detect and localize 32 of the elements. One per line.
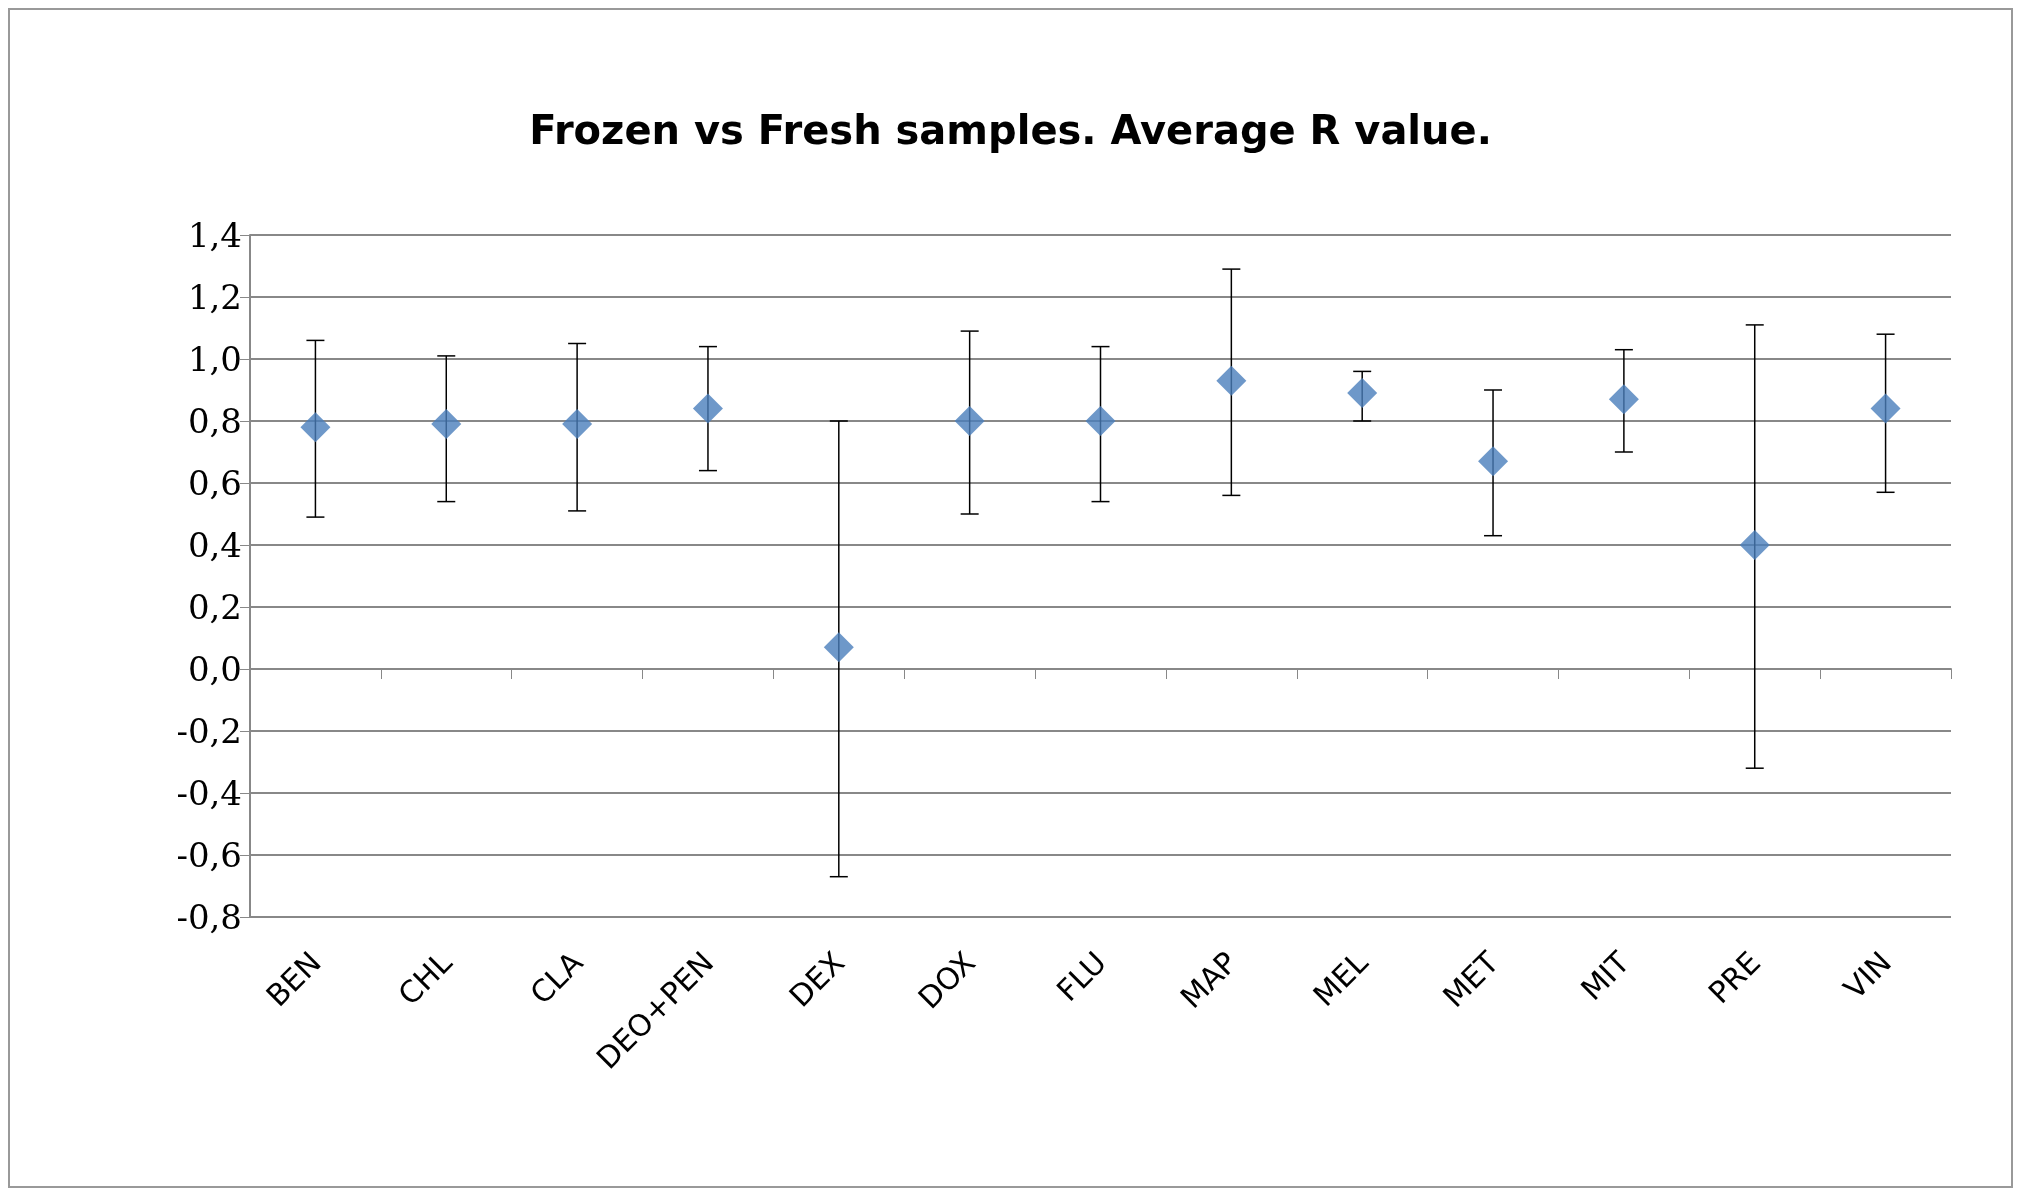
point xyxy=(1478,446,1509,477)
y-tick-label: -0,2 xyxy=(176,711,242,751)
x-tick-label: MIT xyxy=(1574,944,1637,1007)
y-tick-label: -0,4 xyxy=(176,773,242,813)
point xyxy=(692,393,723,424)
y-tick-label: 1,4 xyxy=(187,215,242,255)
point xyxy=(1739,530,1770,560)
point xyxy=(300,412,331,443)
chart-title: Frozen vs Fresh samples. Average R value. xyxy=(529,107,1492,153)
point xyxy=(1216,365,1247,396)
point xyxy=(1085,406,1116,436)
x-tick-label: MEL xyxy=(1306,944,1375,1013)
point xyxy=(823,632,854,663)
x-tick-label: VIN xyxy=(1836,944,1898,1006)
point xyxy=(954,406,985,436)
point xyxy=(431,409,462,440)
y-tick-label: -0,8 xyxy=(176,897,242,937)
x-tick-label: FLU xyxy=(1049,944,1113,1008)
point xyxy=(1870,393,1901,424)
y-tick-label: 0,6 xyxy=(187,463,242,503)
y-tick-label: -0,6 xyxy=(176,835,242,875)
y-tick-label: 0,2 xyxy=(187,587,242,627)
point xyxy=(1608,384,1639,415)
x-tick-label: CLA xyxy=(523,944,590,1011)
y-tick-label: 0,4 xyxy=(187,525,242,565)
point xyxy=(562,409,593,440)
point xyxy=(1347,378,1378,409)
y-tick-label: 1,0 xyxy=(187,339,242,379)
y-tick-label: 0,8 xyxy=(187,401,242,441)
y-tick-label: 0,0 xyxy=(187,649,242,689)
x-tick-label: CHL xyxy=(391,944,459,1012)
y-tick-label: 1,2 xyxy=(187,277,242,317)
